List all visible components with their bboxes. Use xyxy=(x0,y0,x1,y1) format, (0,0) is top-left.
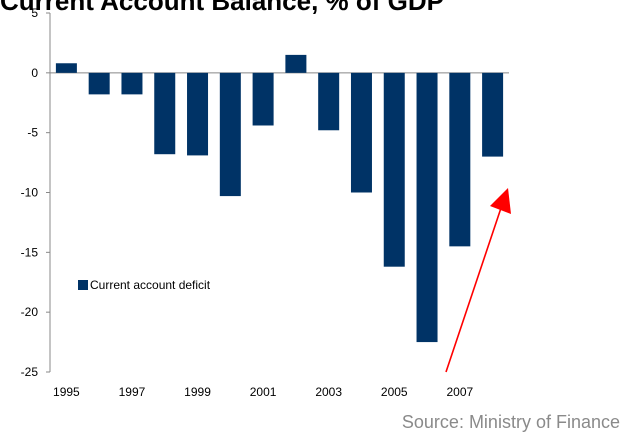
bar-2008 xyxy=(482,72,504,157)
y-tick-label: -20 xyxy=(21,305,39,319)
legend-label: Current account deficit xyxy=(90,278,211,292)
y-tick-label: -25 xyxy=(21,365,39,379)
bar-2005 xyxy=(383,72,405,267)
y-tick-label: -5 xyxy=(27,126,38,140)
source-note: Source: Ministry of Finance xyxy=(401,412,620,432)
arrow-head xyxy=(490,188,511,214)
bar-1996 xyxy=(88,72,110,95)
y-tick-label: 5 xyxy=(31,6,38,20)
bar-2007 xyxy=(449,72,471,247)
y-tick-label: -15 xyxy=(21,245,39,259)
bar-1998 xyxy=(154,72,176,155)
y-tick-label: 0 xyxy=(31,66,38,80)
bar-2003 xyxy=(318,72,340,131)
bar-2001 xyxy=(252,72,274,126)
bar-1995 xyxy=(55,63,77,73)
x-tick-label: 1997 xyxy=(119,385,146,399)
bar-1999 xyxy=(187,72,209,156)
x-tick-label: 2005 xyxy=(381,385,408,399)
x-tick-label: 1995 xyxy=(53,385,80,399)
x-tick-label: 1999 xyxy=(184,385,211,399)
bar-2002 xyxy=(285,54,307,73)
y-tick-label: -10 xyxy=(21,186,39,200)
bar-2004 xyxy=(350,72,372,193)
legend-swatch xyxy=(78,280,88,290)
x-tick-label: 2001 xyxy=(250,385,277,399)
x-tick-label: 2003 xyxy=(315,385,342,399)
arrow-shaft xyxy=(445,207,502,373)
chart-legend: Current account deficit xyxy=(78,278,211,292)
bar-2006 xyxy=(416,72,438,343)
annotation-arrow xyxy=(445,188,511,373)
bar-1997 xyxy=(121,72,143,95)
chart-bars xyxy=(55,54,504,343)
chart-title: Current Account Balance, % of GDP xyxy=(0,0,444,16)
bar-2000 xyxy=(219,72,241,197)
x-tick-label: 2007 xyxy=(446,385,473,399)
